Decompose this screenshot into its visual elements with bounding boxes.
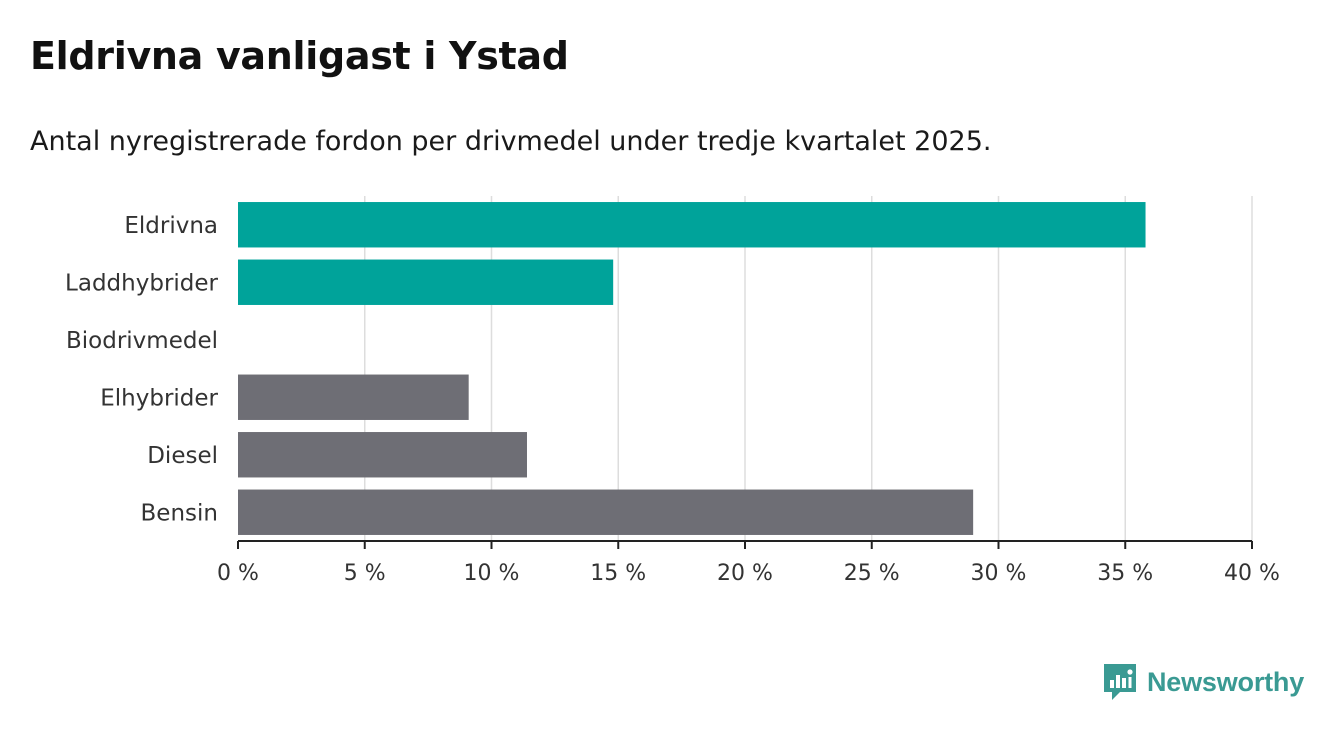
chart-title: Eldrivna vanligast i Ystad bbox=[30, 34, 569, 78]
x-tick-label-10: 10 % bbox=[464, 561, 520, 586]
x-axis: 0 % 5 % 10 % 15 % 20 % 25 % 30 % 35 % 40 % bbox=[217, 540, 1280, 586]
x-tick-label-30: 30 % bbox=[971, 561, 1027, 586]
category-label-eldrivna: Eldrivna bbox=[124, 213, 218, 239]
category-label-biodrivmedel: Biodrivmedel bbox=[66, 328, 218, 354]
bar-laddhybrider bbox=[238, 259, 614, 305]
newsworthy-logo: Newsworthy bbox=[1102, 662, 1304, 702]
x-tick-label-15: 15 % bbox=[590, 561, 646, 586]
x-tick-label-25: 25 % bbox=[844, 561, 900, 586]
x-tick-label-5: 5 % bbox=[344, 561, 386, 586]
category-label-elhybrider: Elhybrider bbox=[100, 385, 218, 411]
chart-subtitle: Antal nyregistrerade fordon per drivmede… bbox=[30, 126, 992, 157]
bars bbox=[238, 202, 1146, 535]
x-tick-label-40: 40 % bbox=[1224, 561, 1280, 586]
category-label-bensin: Bensin bbox=[141, 500, 218, 526]
x-tick-label-35: 35 % bbox=[1097, 561, 1153, 586]
category-label-laddhybrider: Laddhybrider bbox=[65, 270, 218, 296]
category-label-diesel: Diesel bbox=[147, 443, 218, 469]
bar-bensin bbox=[238, 489, 974, 535]
brand-name: Newsworthy bbox=[1147, 666, 1305, 697]
category-labels: Eldrivna Laddhybrider Biodrivmedel Elhybrid… bbox=[65, 213, 218, 527]
newsworthy-logo-icon bbox=[1104, 664, 1136, 700]
bar-elhybrider bbox=[238, 374, 469, 420]
bar-eldrivna bbox=[238, 202, 1146, 248]
gridlines bbox=[364, 196, 1253, 541]
x-tick-label-20: 20 % bbox=[717, 561, 773, 586]
x-tick-label-0: 0 % bbox=[217, 561, 259, 586]
bar-diesel bbox=[238, 432, 527, 478]
